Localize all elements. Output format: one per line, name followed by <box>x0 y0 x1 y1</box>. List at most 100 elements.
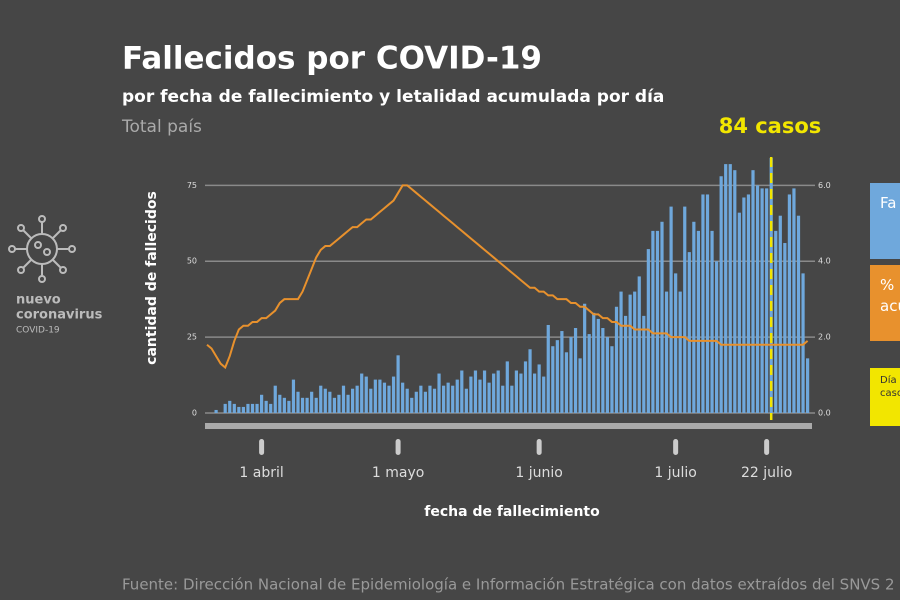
scope: Total país <box>121 117 202 137</box>
bar <box>487 382 491 413</box>
bar <box>796 215 801 413</box>
bar <box>751 170 755 413</box>
bar <box>669 206 673 413</box>
bar <box>760 188 764 413</box>
x-axis <box>205 423 812 429</box>
bar <box>492 373 496 413</box>
bar <box>642 315 646 413</box>
bar <box>228 400 232 413</box>
bar <box>610 346 614 413</box>
legend-entry: Fa po <box>870 183 900 259</box>
source: Fuente: Dirección Nacional de Epidemiolo… <box>122 576 895 594</box>
x-tick <box>259 439 265 455</box>
bar <box>428 385 432 413</box>
x-tick <box>395 439 401 455</box>
x-tick-label: 22 julio <box>741 465 792 481</box>
x-tick-label: 1 mayo <box>372 465 424 481</box>
bar <box>528 349 532 413</box>
bar <box>419 385 423 413</box>
bar <box>401 382 405 413</box>
bar <box>460 370 464 413</box>
bar <box>710 230 714 413</box>
bar <box>683 206 687 413</box>
bar <box>578 358 582 413</box>
bar <box>678 291 682 413</box>
bar <box>360 373 364 413</box>
bar <box>560 331 564 413</box>
bar <box>501 385 505 413</box>
bar <box>724 164 728 413</box>
bar <box>746 194 751 413</box>
bar <box>596 318 600 413</box>
bar <box>701 194 705 413</box>
bar <box>787 194 791 413</box>
title: Fallecidos por COVID-19 <box>122 41 542 77</box>
y-tick-label: 0 <box>192 409 197 418</box>
bar <box>651 230 655 413</box>
virus-icon <box>8 215 76 283</box>
bar <box>373 379 377 413</box>
bar <box>542 376 546 413</box>
legend-note: Día can caso <box>870 368 900 426</box>
y2-tick-label: 4.0 <box>818 257 831 266</box>
bar <box>664 291 669 413</box>
y2-tick-label: 6.0 <box>818 181 831 190</box>
x-tick <box>673 439 679 455</box>
bar <box>369 388 373 413</box>
bar <box>455 379 459 413</box>
annotation: 84 casos <box>719 114 822 138</box>
bar <box>332 397 336 413</box>
bar <box>214 409 218 413</box>
bar <box>442 385 446 413</box>
bar <box>391 376 396 413</box>
bar <box>496 370 500 413</box>
bar <box>774 230 778 413</box>
bar <box>351 388 355 413</box>
bar <box>478 379 482 413</box>
bar <box>237 406 241 413</box>
x-tick-label: 1 julio <box>654 465 696 481</box>
bar <box>355 385 359 413</box>
bar <box>314 397 318 413</box>
bar <box>573 328 578 413</box>
subtitle: por fecha de fallecimiento y letalidad a… <box>122 87 664 107</box>
logo-text: coronavirus <box>16 308 103 323</box>
x-tick <box>536 439 542 455</box>
bar <box>310 391 314 413</box>
bar <box>482 370 487 413</box>
bar <box>319 385 323 413</box>
bar <box>719 176 723 413</box>
bar <box>587 334 591 413</box>
bar <box>583 303 587 413</box>
bar <box>514 370 518 413</box>
bar <box>733 170 737 413</box>
bar <box>742 197 746 413</box>
bar <box>737 212 741 413</box>
bar <box>546 324 550 413</box>
bar <box>778 215 782 413</box>
bar <box>637 276 641 413</box>
bar <box>287 400 291 413</box>
bar <box>260 394 264 413</box>
bar <box>328 391 332 413</box>
bar <box>519 373 523 413</box>
bar <box>341 385 346 413</box>
y2-tick-label: 2.0 <box>818 333 831 342</box>
bar <box>451 385 455 413</box>
bar <box>364 376 368 413</box>
bar <box>569 337 573 413</box>
logo-text: COVID-19 <box>16 326 60 336</box>
bar <box>564 352 569 413</box>
bar <box>660 221 664 413</box>
bar <box>696 230 700 413</box>
bar <box>655 230 660 413</box>
bar <box>705 194 710 413</box>
bar <box>801 273 805 413</box>
x-axis-label: fecha de fallecimiento <box>424 504 600 520</box>
bar <box>765 188 769 413</box>
bar <box>510 385 514 413</box>
bar <box>592 312 596 413</box>
bar <box>469 376 473 413</box>
bar <box>323 388 327 413</box>
